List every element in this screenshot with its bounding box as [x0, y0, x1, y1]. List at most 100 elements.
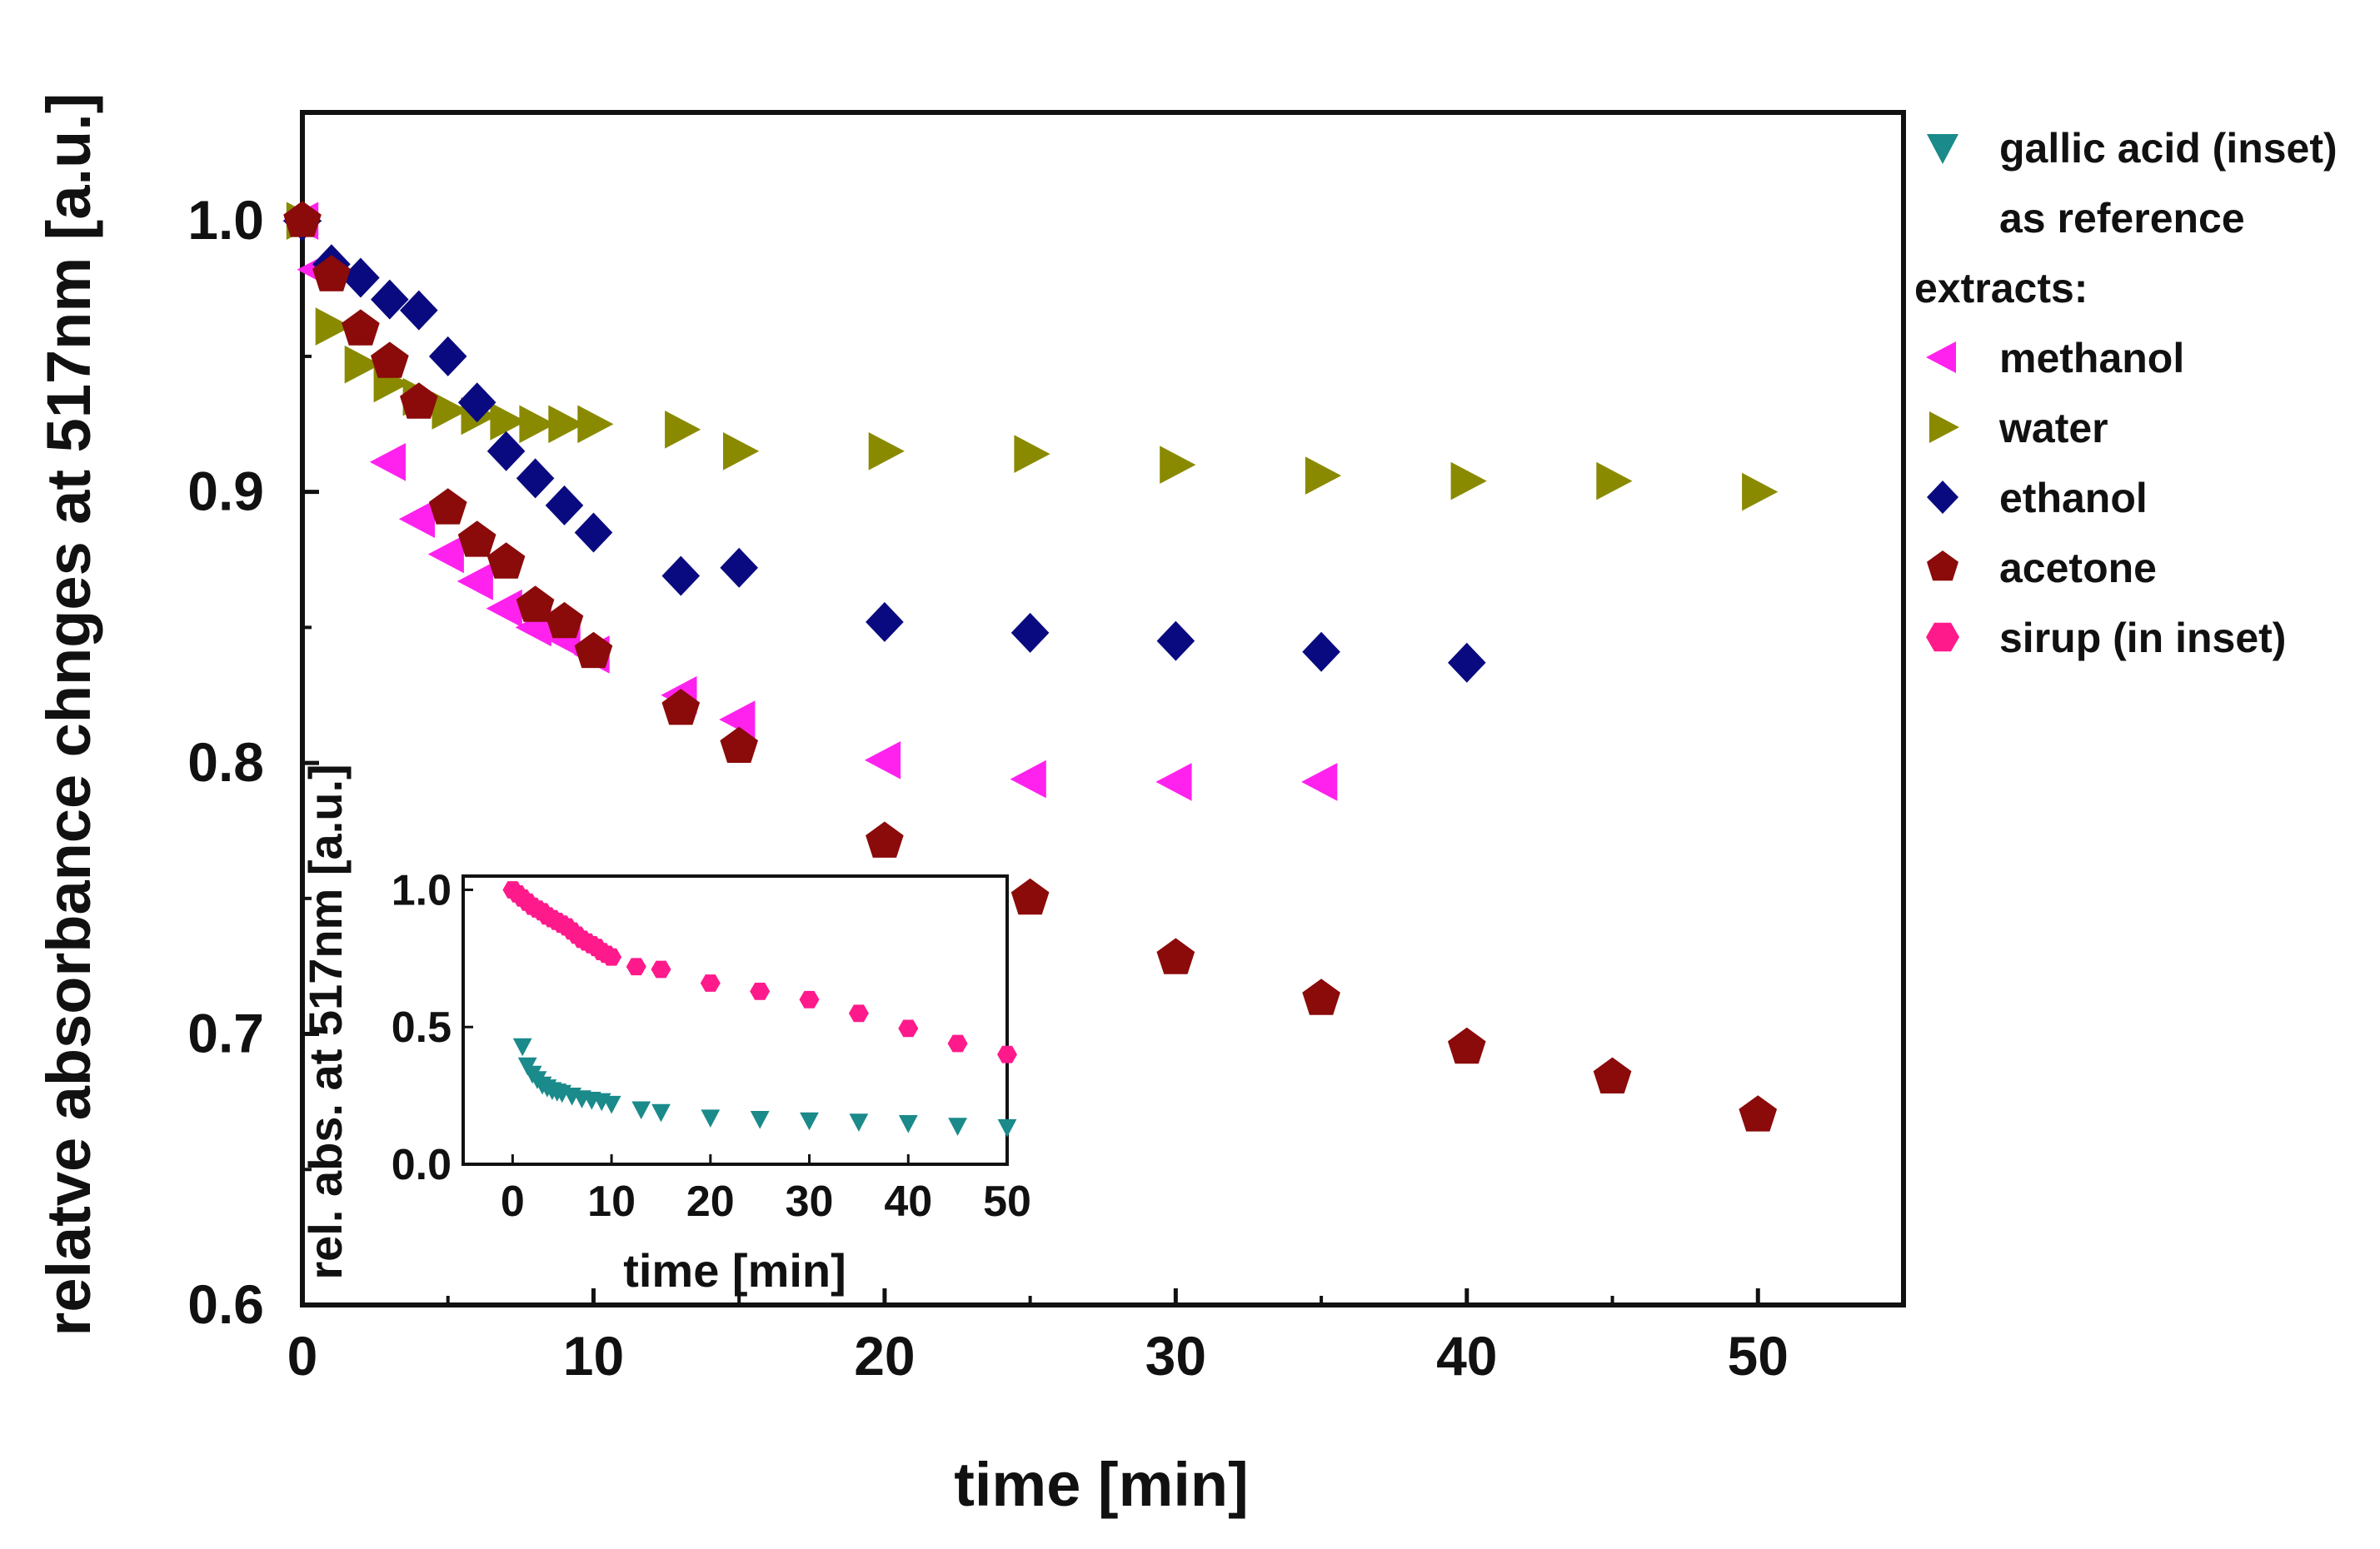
data-point-ethanol — [342, 257, 380, 298]
legend-label: acetone — [1999, 545, 2157, 591]
inset-data-point-gallic-acid — [601, 1095, 621, 1114]
data-point-methanol — [457, 562, 493, 600]
data-point-ethanol — [720, 547, 758, 588]
data-point-methanol — [864, 741, 901, 779]
main-y-tick-label: 0.6 — [187, 1273, 264, 1335]
inset-y-tick-label: 0.0 — [392, 1141, 452, 1189]
inset-series-gallic-acid — [512, 1038, 1017, 1138]
inset-data-point-sirup — [601, 948, 622, 966]
main-plot-frame — [300, 110, 1906, 1307]
data-point-water — [315, 307, 352, 346]
legend-item: methanol — [1926, 335, 2184, 381]
data-point-acetone — [371, 341, 409, 378]
data-point-acetone — [1448, 1027, 1486, 1064]
legend-marker — [1927, 134, 1958, 164]
inset-data-point-sirup — [651, 960, 671, 979]
main-x-tick-label: 0 — [287, 1325, 318, 1387]
inset-data-point-gallic-acid — [800, 1112, 819, 1131]
data-point-ethanol — [400, 290, 438, 331]
data-point-acetone — [1302, 979, 1340, 1015]
data-point-methanol — [719, 700, 756, 739]
data-point-methanol — [1010, 760, 1046, 799]
main-y-tick-label: 1.0 — [187, 189, 264, 251]
inset-data-point-gallic-acid — [651, 1103, 671, 1123]
data-point-ethanol — [371, 279, 409, 320]
legend-label: as reference — [1999, 195, 2245, 242]
legend-label: ethanol — [1999, 475, 2148, 521]
legend-item: gallic acid (inset) — [1927, 125, 2338, 172]
data-point-acetone — [400, 382, 438, 419]
data-point-water — [548, 405, 585, 444]
legend-label: water — [1998, 405, 2108, 451]
inset-data-point-sirup — [997, 1045, 1017, 1063]
data-point-acetone — [342, 309, 380, 346]
data-point-ethanol — [574, 512, 613, 553]
inset-data-point-sirup — [626, 958, 646, 976]
data-point-ethanol — [545, 485, 584, 525]
data-point-methanol — [398, 500, 435, 538]
data-point-ethanol — [486, 431, 526, 471]
data-point-acetone — [428, 488, 467, 525]
data-point-acetone — [661, 689, 701, 725]
data-point-methanol — [1155, 763, 1192, 801]
data-point-acetone — [1593, 1057, 1632, 1093]
data-point-methanol — [1301, 763, 1338, 801]
main-x-tick-label: 40 — [1436, 1325, 1497, 1387]
data-point-ethanol — [457, 382, 496, 423]
inset-data-point-gallic-acid — [849, 1113, 869, 1132]
inset-data-point-sirup — [947, 1034, 968, 1053]
legend-item: water — [1929, 405, 2108, 451]
data-point-methanol — [369, 443, 406, 481]
data-point-acetone — [545, 601, 584, 639]
main-y-tick-label: 0.7 — [187, 1003, 264, 1064]
main-axis-ticks: 0 10 20 30 40 50 0.6 0.7 0.8 0.9 1.0 — [187, 189, 1789, 1387]
data-point-ethanol — [1156, 620, 1195, 661]
main-x-tick-label: 50 — [1728, 1325, 1789, 1387]
data-point-ethanol — [516, 458, 555, 499]
legend-marker — [1926, 341, 1956, 373]
data-point-acetone — [312, 255, 351, 291]
data-point-water — [432, 391, 468, 430]
legend-label: methanol — [1999, 335, 2184, 381]
data-point-water — [723, 432, 760, 471]
legend-marker — [1926, 622, 1959, 652]
inset-data-point-sirup — [799, 990, 820, 1009]
inset-y-tick-label: 1.0 — [392, 866, 452, 914]
main-y-tick-label: 0.9 — [187, 461, 264, 522]
legend-label: extracts: — [1914, 265, 2088, 311]
data-point-ethanol — [428, 336, 467, 376]
data-point-acetone — [1156, 938, 1195, 974]
legend-item: acetone — [1927, 545, 2157, 591]
legend-marker — [1929, 411, 1959, 443]
data-point-acetone — [516, 585, 555, 622]
data-point-acetone — [1739, 1095, 1778, 1132]
main-x-tick-label: 20 — [854, 1325, 915, 1387]
inset-data-point-sirup — [700, 974, 721, 992]
legend-marker — [1927, 550, 1958, 581]
data-point-water — [1160, 446, 1196, 484]
inset-data-points — [502, 881, 1017, 1138]
data-point-water — [1450, 461, 1487, 501]
data-point-water — [868, 432, 905, 471]
main-x-tick-label: 30 — [1145, 1325, 1206, 1387]
data-point-acetone — [866, 821, 904, 858]
data-point-acetone — [1010, 878, 1050, 915]
inset-data-point-gallic-acid — [512, 1038, 532, 1057]
inset-x-tick-label: 20 — [686, 1178, 735, 1226]
legend-item: sirup (in inset) — [1926, 615, 2286, 661]
inset-data-point-sirup — [898, 1019, 919, 1038]
data-point-ethanol — [661, 555, 701, 596]
main-y-axis-title: relatve absorbance chnges at 517nm [a.u.… — [34, 93, 103, 1337]
legend-marker — [1927, 481, 1958, 514]
inset-data-point-gallic-acid — [898, 1115, 918, 1133]
data-point-methanol — [486, 589, 522, 628]
main-y-tick-label: 0.8 — [187, 731, 264, 793]
data-point-acetone — [283, 201, 322, 237]
legend-item: as reference — [1999, 195, 2245, 242]
inset-data-point-gallic-acid — [750, 1111, 770, 1129]
inset-series-sirup — [502, 881, 1017, 1063]
inset-axis-ticks: 0 10 20 30 40 50 0.0 0.5 1.0 — [392, 866, 1031, 1226]
data-point-ethanol — [866, 601, 904, 642]
main-x-axis-title: time [min] — [954, 1450, 1249, 1519]
inset-x-tick-label: 40 — [884, 1178, 932, 1226]
